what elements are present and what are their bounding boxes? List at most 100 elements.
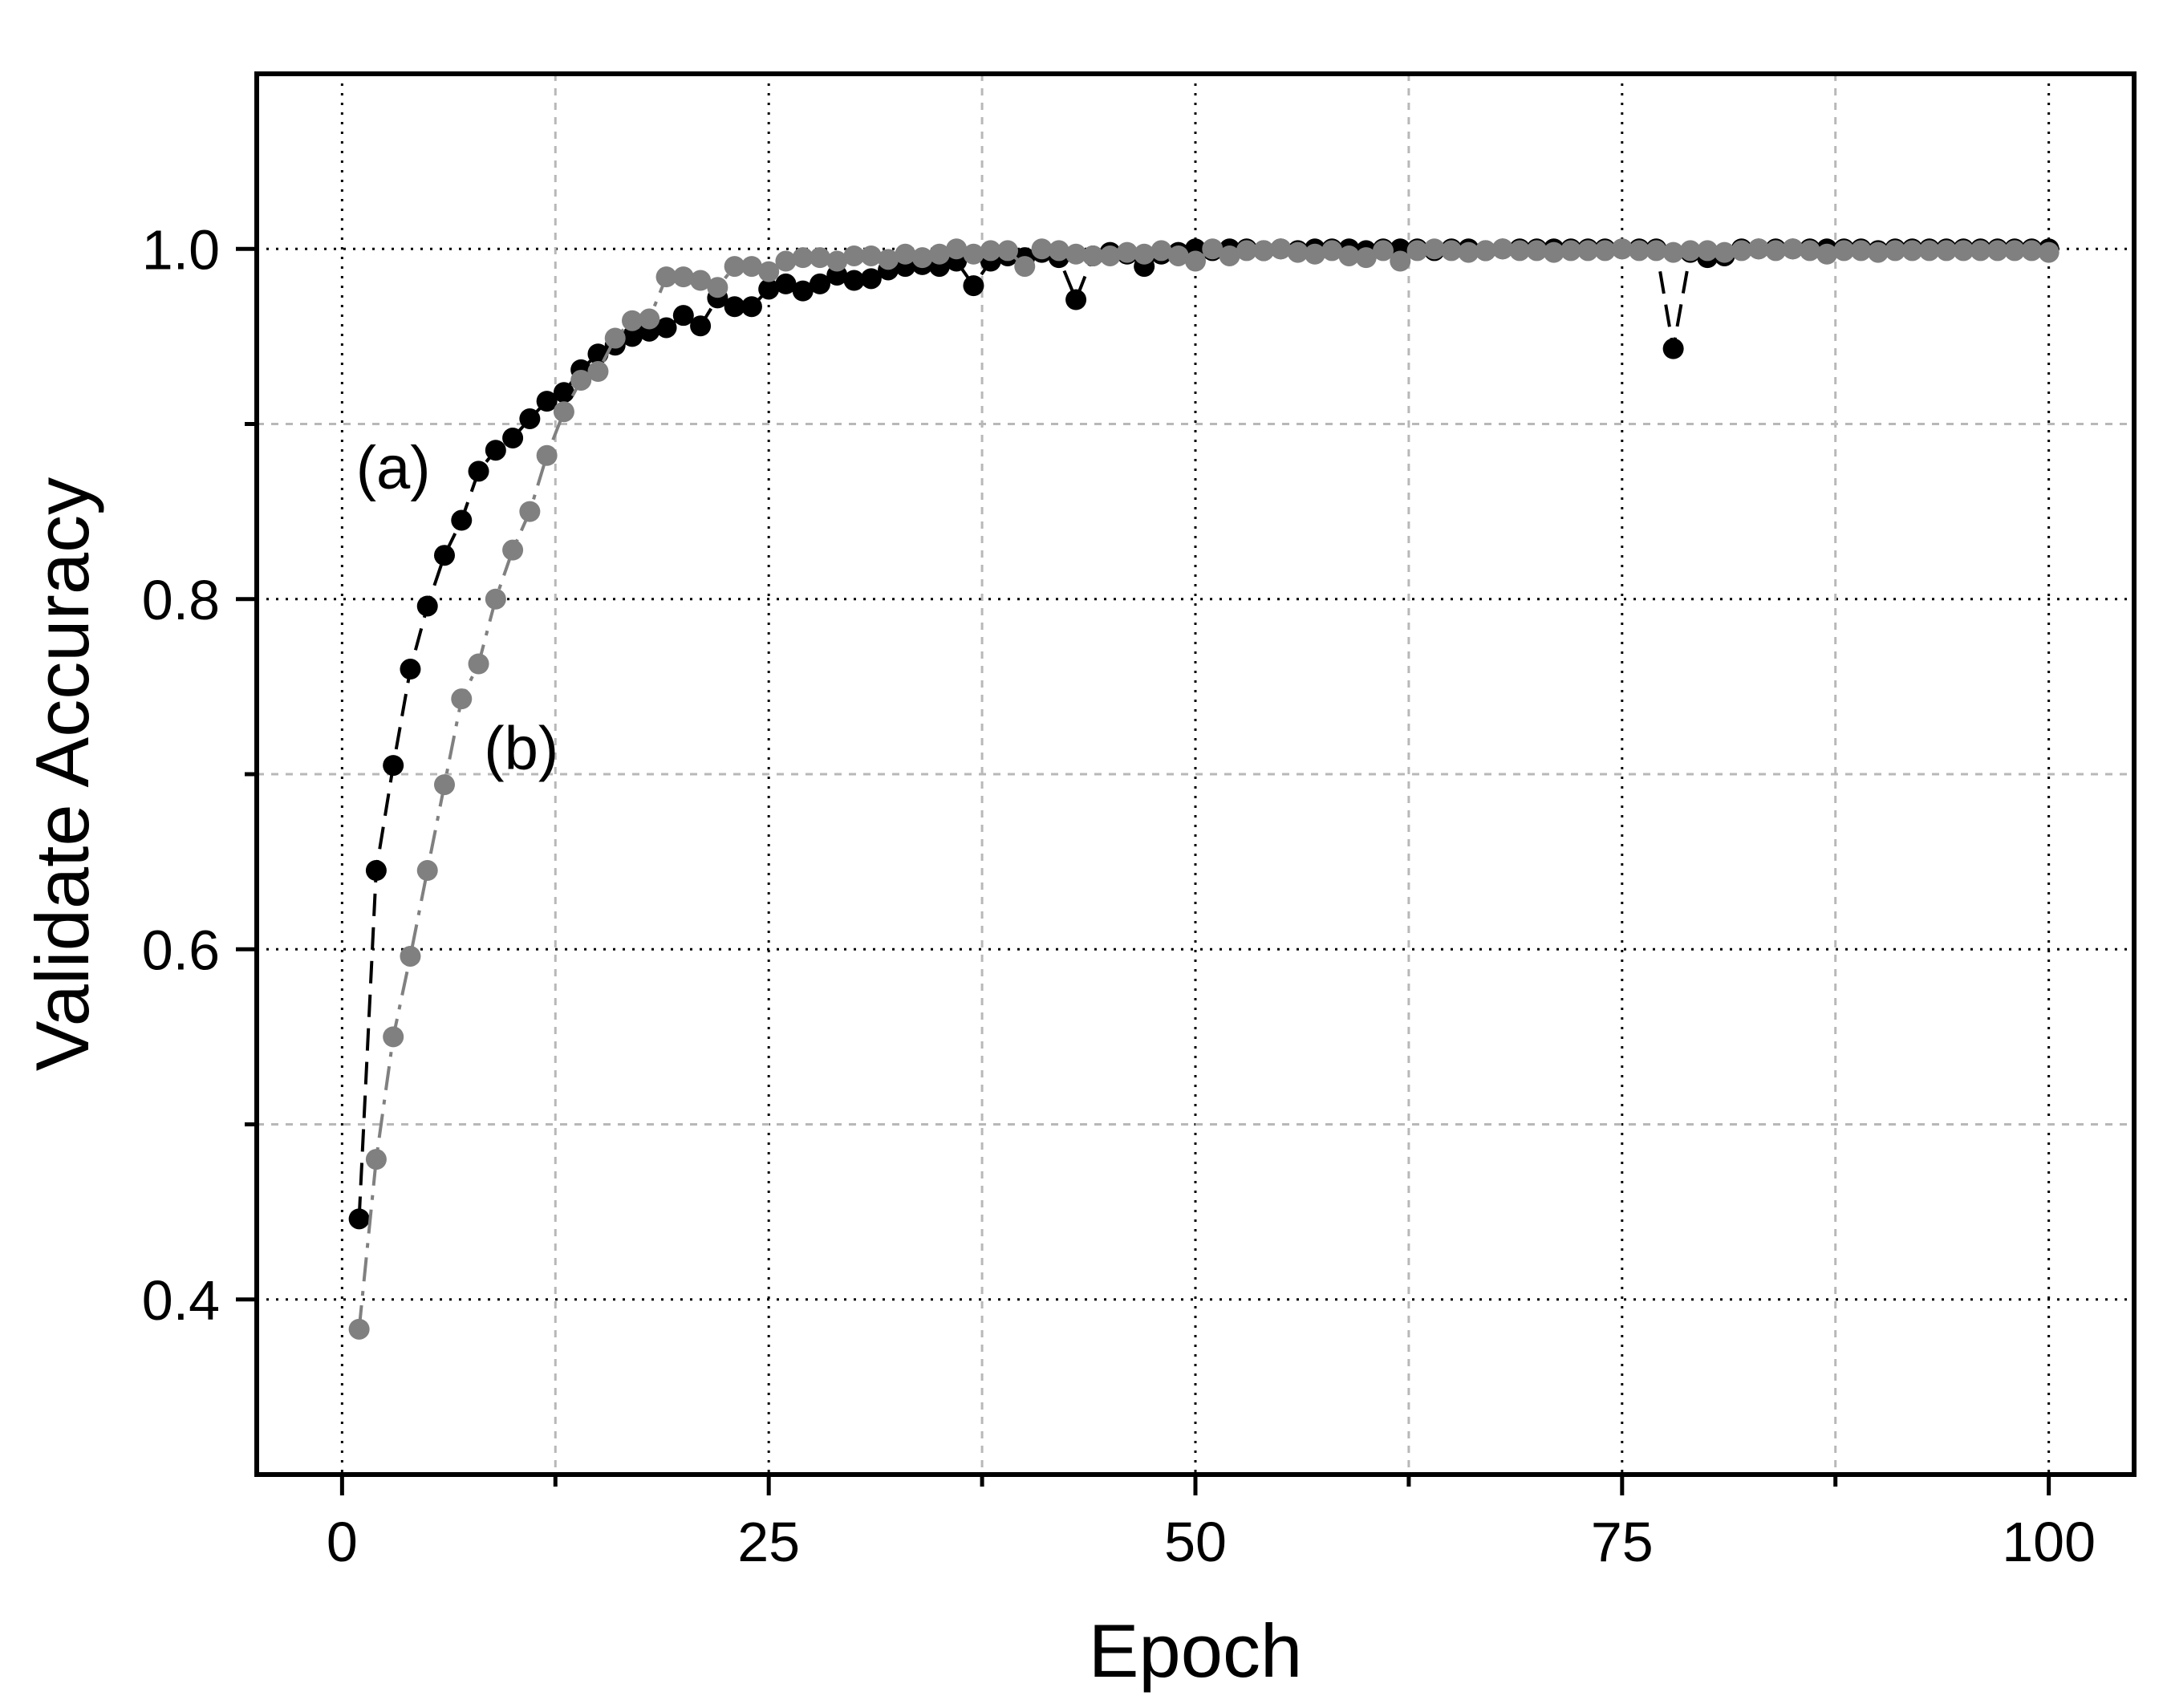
data-point [1423, 238, 1445, 260]
data-point [792, 280, 814, 302]
y-tick-label: 0.4 [142, 1269, 220, 1332]
series-b-annotation: (b) [484, 714, 558, 782]
data-point [724, 296, 745, 318]
data-point [1646, 240, 1667, 262]
data-point [911, 247, 933, 269]
axis-ticks [236, 246, 2051, 1495]
data-point [2004, 240, 2026, 262]
data-point [1577, 240, 1599, 262]
data-point [775, 273, 797, 294]
data-point [1150, 240, 1172, 262]
data-point [553, 382, 574, 404]
data-point [416, 595, 438, 617]
data-point [690, 270, 712, 291]
data-point [810, 247, 830, 269]
data-point [1543, 241, 1564, 263]
data-point [1850, 240, 1872, 262]
data-point [519, 501, 541, 522]
data-point [758, 261, 780, 282]
y-axis-title: Validate Accuracy [20, 477, 104, 1071]
data-point [1867, 241, 1889, 263]
data-point [536, 391, 558, 412]
data-point [672, 266, 694, 288]
data-point [1373, 240, 1394, 262]
data-point [1816, 243, 1838, 265]
series-a-annotation: (a) [356, 434, 431, 502]
data-point [1338, 245, 1360, 266]
data-point [1782, 238, 1804, 260]
data-point [1099, 245, 1121, 266]
data-point [622, 326, 643, 347]
data-point [451, 509, 473, 531]
data-point [1253, 240, 1275, 262]
data-point [1986, 240, 2008, 262]
data-point [928, 243, 950, 265]
data-point [860, 245, 882, 266]
data-point [1082, 245, 1104, 266]
data-point [1031, 238, 1053, 260]
data-point [655, 317, 677, 339]
data-point [1748, 238, 1769, 260]
data-point [1475, 240, 1496, 262]
data-point [1799, 240, 1820, 262]
data-point [536, 444, 558, 466]
data-point [1134, 243, 1155, 265]
data-point [1014, 256, 1036, 278]
series-line [357, 247, 2049, 1219]
data-point [963, 243, 984, 265]
data-point [843, 245, 865, 266]
data-point [758, 278, 780, 300]
data-point [502, 539, 524, 561]
data-point [348, 1318, 370, 1340]
data-point [1236, 240, 1257, 262]
series-line [357, 247, 2049, 1330]
data-point [553, 401, 574, 423]
x-tick-label: 100 [2002, 1511, 2096, 1573]
data-point [792, 247, 814, 269]
data-point [1697, 240, 1719, 262]
data-point [1936, 240, 1957, 262]
data-point [1048, 240, 1069, 262]
grid-lines [257, 74, 2134, 1475]
data-point [997, 240, 1018, 262]
data-point [1679, 240, 1701, 262]
data-point [1731, 240, 1752, 262]
data-point [434, 774, 455, 796]
data-point [895, 243, 916, 265]
data-point [1406, 240, 1428, 262]
data-point [1390, 250, 1411, 272]
data-point [1491, 238, 1513, 260]
data-point [980, 240, 1001, 262]
data-point [1185, 250, 1206, 272]
data-point [383, 1026, 404, 1048]
data-point [468, 653, 489, 675]
data-point [365, 1149, 387, 1170]
data-point [639, 308, 660, 330]
data-point [1355, 247, 1377, 269]
tick-labels: 0 25 50 75 100 0.4 0.6 0.8 1.0 [142, 218, 2096, 1573]
x-tick-label: 0 [327, 1511, 358, 1573]
data-point [741, 296, 762, 318]
data-point [860, 268, 882, 290]
data-point [1901, 240, 1923, 262]
data-point [1287, 241, 1309, 263]
data-point [365, 860, 387, 882]
data-point [1167, 245, 1189, 266]
data-point [1662, 338, 1684, 359]
data-point [963, 275, 984, 297]
data-point [843, 270, 865, 291]
data-point [1116, 241, 1138, 263]
data-point [485, 440, 506, 461]
data-point [878, 249, 899, 270]
data-point [622, 310, 643, 331]
data-point [2038, 241, 2059, 263]
data-point [1594, 240, 1616, 262]
data-point [1560, 240, 1581, 262]
x-axis-title: Epoch [1089, 1609, 1303, 1693]
data-point [1953, 240, 1974, 262]
series-a [348, 238, 2059, 1230]
data-point [451, 688, 473, 710]
data-point [1611, 238, 1633, 260]
data-point [434, 545, 455, 566]
